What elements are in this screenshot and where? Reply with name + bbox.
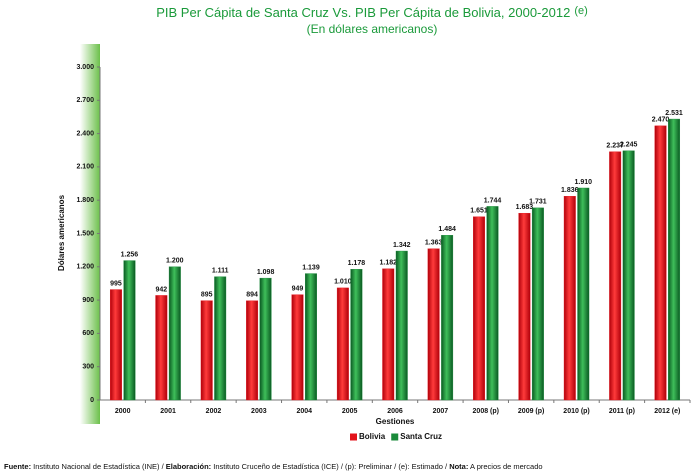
side-band: [80, 44, 100, 424]
value-label: 1.182: [379, 260, 397, 267]
bar: [350, 269, 363, 401]
x-axis-label: Gestiones: [376, 417, 415, 426]
value-label: 894: [246, 292, 258, 299]
value-label: 2.237: [606, 143, 624, 150]
bar: [305, 273, 317, 401]
y-tick-label: 2.700: [76, 97, 94, 104]
bar: [200, 300, 213, 401]
y-tick-label: 300: [82, 364, 94, 371]
x-tick-label: 2011 (p): [609, 408, 635, 415]
value-label: 1.683: [516, 204, 534, 211]
bar: [109, 289, 122, 401]
bar: [336, 287, 349, 401]
bar: [259, 277, 272, 401]
bar: [563, 196, 576, 401]
value-label: 2.245: [620, 142, 638, 149]
x-tick-label: 2002: [206, 408, 222, 415]
value-label: 1.836: [561, 187, 579, 194]
title-text: PIB Per Cápita de Santa Cruz Vs. PIB Per…: [156, 5, 570, 20]
bar: [531, 207, 544, 401]
y-axis-label: Dólares americanos: [57, 194, 66, 271]
legend-swatch: [391, 433, 399, 441]
bar: [382, 268, 395, 401]
value-label: 949: [292, 286, 304, 293]
value-label: 1.363: [425, 240, 443, 247]
value-label: 1.484: [438, 226, 456, 233]
footnote-part: Instituto Cruceño de Estadística (ICE) /…: [211, 462, 449, 471]
bar: [486, 206, 499, 401]
y-tick-label: 900: [82, 297, 94, 304]
value-label: 895: [201, 291, 213, 298]
y-tick-label: 2.400: [76, 130, 94, 137]
footnote-part: Nota:: [449, 462, 468, 471]
y-tick-label: 1.800: [76, 197, 94, 204]
legend-label: Bolivia: [359, 432, 386, 441]
value-label: 1.744: [484, 197, 502, 204]
y-tick-label: 3.000: [76, 64, 94, 71]
value-label: 2.531: [665, 110, 683, 117]
value-label: 1.342: [393, 242, 411, 249]
value-label: 1.111: [212, 268, 229, 275]
x-tick-label: 2009 (p): [518, 408, 544, 415]
bar: [654, 125, 667, 401]
bar: [518, 212, 531, 401]
value-label: 1.139: [302, 264, 320, 271]
bar: [622, 150, 635, 401]
value-label: 2.470: [652, 117, 670, 124]
bar: [291, 294, 304, 401]
x-tick-label: 2008 (p): [473, 408, 499, 415]
y-tick-label: 2.100: [76, 164, 94, 171]
footnote-part: Elaboración:: [166, 462, 211, 471]
footnote-part: Fuente:: [4, 462, 31, 471]
value-label: 1.178: [348, 260, 366, 267]
bar: [214, 276, 227, 401]
footnote-part: A precios de mercado: [468, 462, 542, 471]
x-tick-label: 2003: [251, 408, 267, 415]
x-tick-label: 2000: [115, 408, 131, 415]
value-label: 1.200: [166, 258, 184, 265]
bar: [246, 300, 259, 401]
y-tick-label: 1.500: [76, 230, 94, 237]
value-label: 1.010: [334, 279, 352, 286]
value-label: 1.651: [470, 208, 488, 215]
x-tick-label: 2007: [433, 408, 449, 415]
chart-subtitle: (En dólares americanos): [307, 22, 438, 36]
bar: [395, 250, 408, 401]
bar: [168, 266, 181, 401]
legend-swatch: [350, 433, 357, 441]
footnote-part: Instituto Nacional de Estadística (INE) …: [31, 462, 166, 471]
y-tick-label: 1.200: [76, 264, 94, 271]
bar: [427, 248, 440, 401]
bar: [577, 187, 590, 401]
bar: [609, 151, 622, 401]
legend-label: Santa Cruz: [400, 432, 442, 441]
value-label: 995: [110, 280, 122, 287]
bar: [668, 118, 681, 401]
x-tick-label: 2004: [296, 408, 312, 415]
x-tick-label: 2006: [387, 408, 403, 415]
value-label: 1.731: [529, 199, 547, 206]
x-tick-label: 2005: [342, 408, 358, 415]
value-label: 1.910: [575, 179, 593, 186]
bar: [441, 235, 454, 401]
value-label: 1.256: [121, 251, 139, 258]
footnote: Fuente: Instituto Nacional de Estadístic…: [4, 462, 543, 471]
y-tick-label: 0: [90, 397, 94, 404]
title-note: (e): [574, 5, 587, 17]
y-tick-label: 600: [82, 330, 94, 337]
value-label: 1.098: [257, 269, 275, 276]
bar: [155, 295, 168, 401]
bar: [123, 260, 136, 401]
bar: [473, 216, 485, 401]
value-label: 942: [155, 286, 167, 293]
x-tick-label: 2001: [160, 408, 176, 415]
x-tick-label: 2010 (p): [563, 408, 589, 415]
chart-title: PIB Per Cápita de Santa Cruz Vs. PIB Per…: [156, 5, 588, 21]
x-tick-label: 2012 (e): [654, 408, 680, 415]
